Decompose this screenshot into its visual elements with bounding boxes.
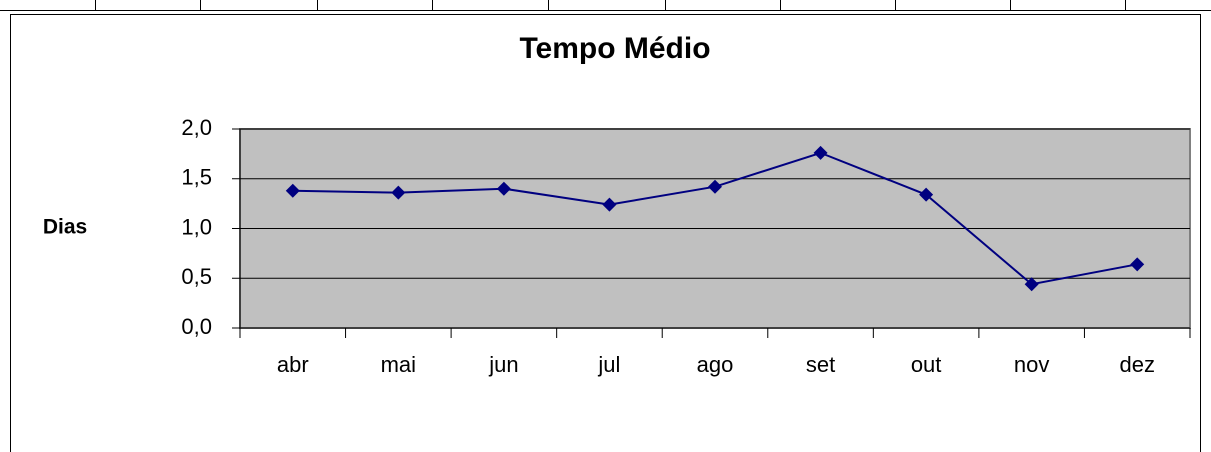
y-axis-label: Dias xyxy=(43,216,87,239)
marker xyxy=(1130,257,1145,272)
y-tick-label: 1,0 xyxy=(181,214,212,239)
marker xyxy=(1024,277,1039,292)
x-tick-label: nov xyxy=(1014,352,1049,377)
chart-title: Tempo Médio xyxy=(519,32,710,65)
marker xyxy=(813,145,828,160)
x-tick-label: mai xyxy=(381,352,416,377)
marker xyxy=(919,187,934,202)
x-tick-label: set xyxy=(806,352,835,377)
x-tick-label: dez xyxy=(1119,352,1154,377)
marker xyxy=(708,179,722,194)
marker xyxy=(602,197,617,212)
marker xyxy=(391,185,406,200)
x-tick-label: out xyxy=(911,352,942,377)
marker xyxy=(496,181,511,196)
y-tick-label: 0,0 xyxy=(181,314,212,339)
spreadsheet-grid xyxy=(0,0,1211,11)
x-tick-label: jul xyxy=(597,352,620,377)
x-tick-label: jun xyxy=(488,352,518,377)
x-tick-label: abr xyxy=(277,352,309,377)
y-tick-label: 1,5 xyxy=(181,165,212,190)
y-tick-label: 2,0 xyxy=(181,115,212,140)
marker xyxy=(285,183,300,198)
y-tick-label: 0,5 xyxy=(181,264,212,289)
x-tick-label: ago xyxy=(697,352,734,377)
